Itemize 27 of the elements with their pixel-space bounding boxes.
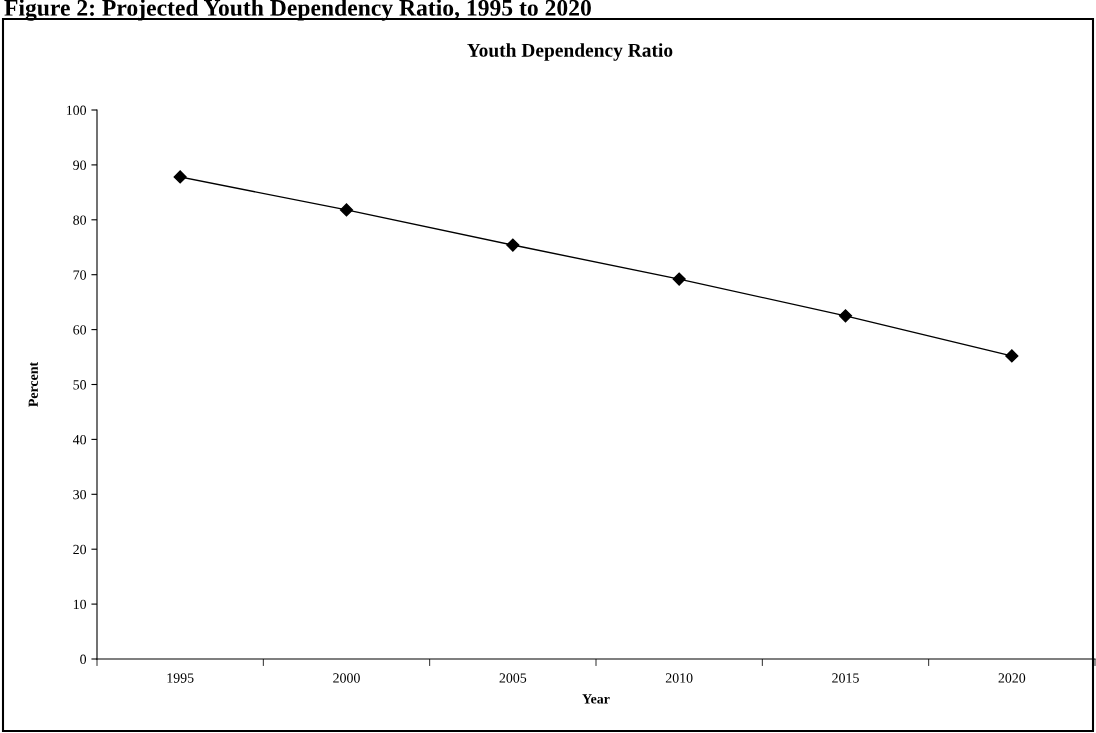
point [506,238,520,252]
y-tick-label: 90 [73,160,87,170]
y-tick-label: 100 [66,105,87,115]
chart-title: Youth Dependency Ratio [467,43,673,61]
y-tick-label: 40 [72,434,87,445]
x-tick-label: 2010 [665,673,693,683]
y-tick-label: 10 [73,599,87,610]
x-tick-label: 1995 [167,673,194,683]
y-tick-label: 80 [73,215,87,225]
y-axis-title: Percent [28,361,38,407]
y-tick-label: 60 [73,325,87,335]
y-tick-label: 20 [73,544,87,555]
x-tick-label: 2020 [998,673,1026,683]
y-tick-label: 50 [73,380,87,390]
x-axis-title: Year [582,694,610,704]
x-tick-label: 2015 [832,673,859,683]
y-tick-label: 30 [73,489,87,500]
point [339,203,354,217]
y-tick-label: 70 [73,270,87,280]
point [1005,349,1019,363]
point [672,272,686,286]
y-tick-label: 0 [80,654,87,664]
x-tick-label: 2005 [499,673,527,683]
x-tick-label: 2000 [333,673,360,683]
point [173,170,187,184]
caption: Figure 2: Projected Youth Dependency Ratio, 1995 to 2020 [4,0,591,21]
point [838,309,853,323]
